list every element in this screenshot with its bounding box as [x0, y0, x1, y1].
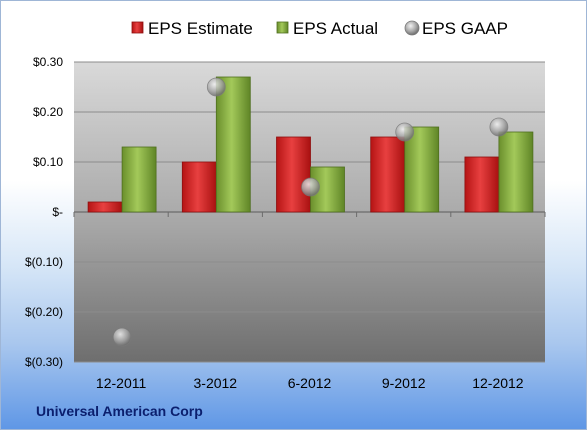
bars [87, 76, 534, 213]
gaap-point [301, 177, 320, 197]
y-tick-label: $(0.10) [25, 255, 63, 269]
estimate-bar [370, 136, 406, 213]
actual-bar [121, 146, 157, 213]
x-axis: 12-2011 3-2012 6-2012 9-2012 12-2012 [96, 375, 524, 391]
y-tick-label: $(0.30) [25, 355, 63, 369]
gaap-point [395, 122, 415, 142]
legend-swatch [131, 21, 144, 34]
legend-label: EPS Estimate [148, 19, 253, 38]
chart-legend: EPS Estimate EPS Actual EPS GAAP [131, 19, 508, 38]
estimate-bar [87, 201, 123, 213]
actual-bar [404, 126, 440, 213]
y-axis: $0.30 $0.20 $0.10 $- $(0.10) $(0.20) $(0.30) [25, 55, 63, 369]
estimate-bar [276, 136, 311, 213]
x-category-label: 9-2012 [382, 375, 426, 391]
x-category-label: 12-2012 [472, 375, 524, 391]
gaap-point [112, 327, 132, 347]
y-tick-label: $0.10 [33, 155, 63, 169]
legend-swatch [276, 21, 289, 34]
actual-bar [215, 76, 251, 213]
estimate-bar [464, 156, 500, 213]
legend-swatch [404, 20, 420, 36]
y-tick-label: $- [52, 205, 63, 219]
gaap-point [206, 77, 226, 97]
x-category-label: 6-2012 [288, 375, 332, 391]
x-category-label: 3-2012 [194, 375, 238, 391]
x-category-label: 12-2011 [96, 375, 147, 391]
estimate-bar [181, 161, 217, 213]
gaap-points [112, 77, 509, 347]
actual-bar [498, 131, 534, 213]
legend-label: EPS GAAP [422, 19, 508, 38]
y-tick-label: $0.30 [33, 55, 63, 69]
company-name: Universal American Corp [36, 403, 203, 419]
legend-label: EPS Actual [293, 19, 378, 38]
gaap-point [489, 117, 509, 137]
y-tick-label: $0.20 [33, 105, 63, 119]
y-tick-label: $(0.20) [25, 305, 63, 319]
